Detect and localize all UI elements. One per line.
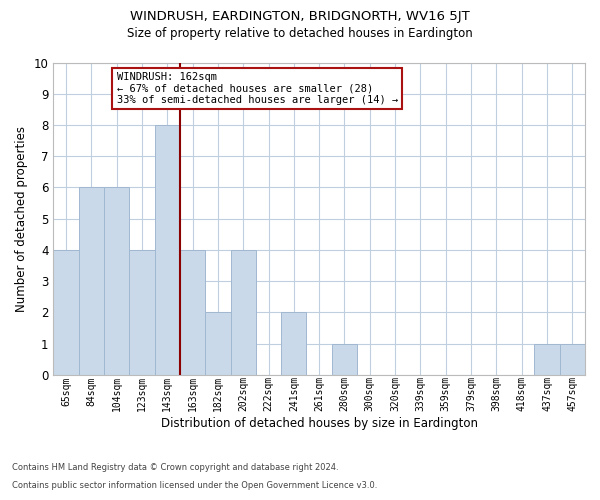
Y-axis label: Number of detached properties: Number of detached properties — [15, 126, 28, 312]
Bar — [281, 312, 307, 375]
Text: Contains public sector information licensed under the Open Government Licence v3: Contains public sector information licen… — [12, 481, 377, 490]
Text: Contains HM Land Registry data © Crown copyright and database right 2024.: Contains HM Land Registry data © Crown c… — [12, 464, 338, 472]
Bar — [332, 344, 357, 375]
Text: WINDRUSH, EARDINGTON, BRIDGNORTH, WV16 5JT: WINDRUSH, EARDINGTON, BRIDGNORTH, WV16 5… — [130, 10, 470, 23]
X-axis label: Distribution of detached houses by size in Eardington: Distribution of detached houses by size … — [161, 417, 478, 430]
Bar — [79, 188, 104, 375]
Bar — [535, 344, 560, 375]
Bar — [205, 312, 230, 375]
Bar — [230, 250, 256, 375]
Bar — [155, 125, 180, 375]
Bar — [180, 250, 205, 375]
Text: Size of property relative to detached houses in Eardington: Size of property relative to detached ho… — [127, 28, 473, 40]
Bar — [104, 188, 129, 375]
Bar — [53, 250, 79, 375]
Bar — [129, 250, 155, 375]
Bar — [560, 344, 585, 375]
Text: WINDRUSH: 162sqm
← 67% of detached houses are smaller (28)
33% of semi-detached : WINDRUSH: 162sqm ← 67% of detached house… — [116, 72, 398, 105]
